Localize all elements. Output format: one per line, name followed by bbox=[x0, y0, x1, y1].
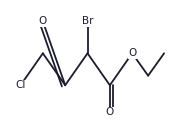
Text: O: O bbox=[106, 107, 114, 117]
Text: Cl: Cl bbox=[15, 80, 26, 90]
Text: O: O bbox=[128, 48, 136, 58]
Text: Br: Br bbox=[82, 16, 93, 26]
Text: O: O bbox=[39, 16, 47, 26]
